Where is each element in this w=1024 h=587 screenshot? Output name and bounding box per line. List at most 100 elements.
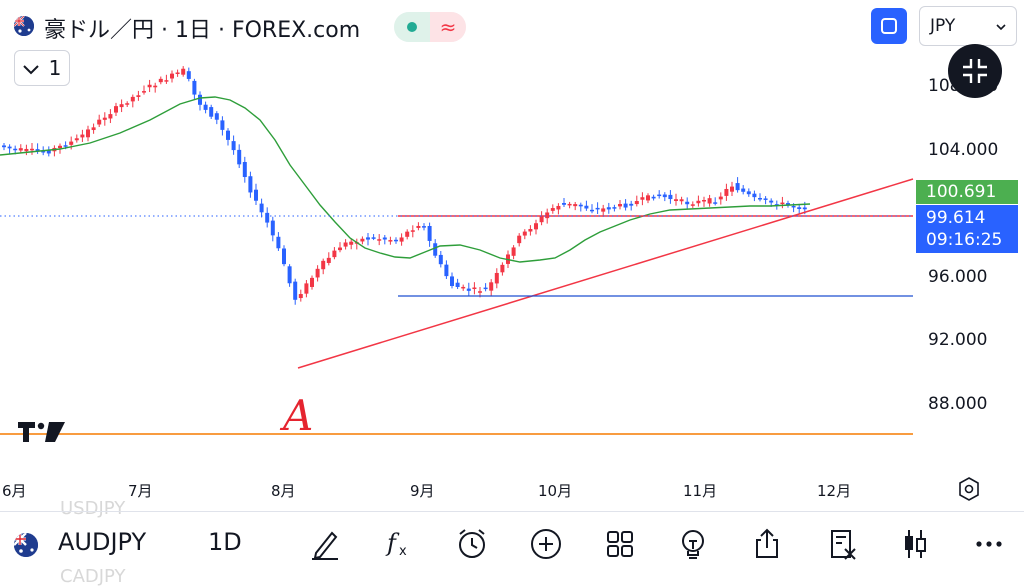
candle-body (287, 266, 292, 284)
candle-body (254, 189, 258, 201)
candle-body (158, 78, 163, 83)
price-axis-label: 96.000 (928, 267, 988, 287)
sync-button[interactable] (871, 8, 907, 44)
add-icon[interactable] (526, 524, 566, 564)
candle-body (444, 264, 449, 277)
layouts-icon[interactable] (600, 524, 640, 564)
currency-select[interactable]: JPY (919, 6, 1017, 46)
candle-body (270, 220, 275, 236)
candle-body (634, 201, 639, 205)
candle-body (338, 247, 342, 251)
australia-flag-icon (14, 533, 38, 557)
candle-body (214, 113, 219, 120)
candle-body (80, 134, 85, 138)
next-symbol-ghost: CADJPY (60, 566, 126, 587)
candle-body (735, 183, 740, 191)
candle-body (483, 287, 488, 290)
moving-average-line (0, 96, 811, 263)
candle-body (763, 198, 768, 200)
share-icon[interactable] (747, 524, 787, 564)
candle-body (231, 141, 236, 151)
candle-body (646, 195, 650, 201)
candle-body (674, 199, 678, 201)
candle-body (690, 204, 695, 206)
candle-body (786, 203, 790, 206)
previous-symbol-ghost: USDJPY (60, 498, 126, 519)
candle-body (612, 207, 617, 209)
currency-value: JPY (930, 16, 956, 36)
candle-body (405, 231, 410, 237)
candle-body (293, 281, 298, 300)
candle-body (461, 286, 466, 289)
indicator-symbol: ≈ (430, 12, 466, 42)
candle-body (539, 216, 544, 223)
annotation-label: A (279, 391, 313, 440)
price-axis-label: 92.000 (928, 330, 988, 350)
symbol-title[interactable]: 豪ドル／円 · 1日 · FOREX.com (44, 18, 361, 43)
candle-body (450, 276, 454, 287)
timeframe-button[interactable]: 1D (208, 528, 242, 556)
candle-body (108, 114, 113, 119)
candle-body (422, 226, 426, 228)
candle-body (500, 264, 505, 273)
chevron-down-icon (996, 16, 1006, 36)
candle-body (371, 237, 376, 239)
candle-body (758, 197, 762, 200)
candle-body (360, 238, 365, 242)
divider (0, 511, 1024, 512)
tradingview-logo (18, 422, 65, 442)
candle-body (466, 288, 471, 291)
candle-body (18, 148, 23, 151)
candle-body (119, 104, 124, 108)
candle-body (791, 205, 796, 208)
candle-body (192, 80, 197, 95)
indicator-toggle[interactable]: ≈ (394, 12, 466, 42)
candle-body (63, 145, 68, 147)
draw-icon[interactable] (305, 524, 345, 564)
candle-body (550, 208, 555, 211)
ideas-icon[interactable] (673, 524, 713, 564)
candle-body (746, 191, 751, 195)
trading-panel-icon[interactable] (822, 524, 862, 564)
exit-fullscreen-button[interactable] (948, 44, 1002, 98)
candle-body (226, 130, 230, 140)
candle-body (74, 138, 79, 141)
candle-body (707, 198, 712, 204)
more-icon[interactable] (969, 524, 1009, 564)
candle-body (7, 146, 12, 149)
price-chart[interactable]: A (0, 0, 1024, 510)
symbol-name[interactable]: AUDJPY (58, 528, 147, 556)
candle-body (455, 282, 460, 288)
candle-body (30, 148, 34, 151)
candle-body (237, 149, 242, 165)
candle-body (629, 203, 634, 206)
candle-body (534, 223, 538, 230)
alert-icon[interactable] (452, 524, 492, 564)
candle-body (489, 282, 494, 291)
candle-body (438, 254, 443, 265)
chart-type-icon[interactable] (895, 524, 935, 564)
candle-body (198, 94, 202, 105)
collapse-icon (963, 59, 987, 83)
indicator-count: 1 (48, 56, 62, 80)
candle-body (416, 225, 421, 228)
candle-body (578, 204, 583, 207)
candle-body (433, 243, 438, 256)
candle-body (130, 96, 135, 102)
candle-body (606, 207, 611, 210)
candles-group (2, 66, 807, 305)
candle-body (265, 212, 270, 223)
settings-icon[interactable] (956, 476, 982, 502)
candle-body (410, 230, 415, 232)
candle-body (618, 204, 622, 207)
collapse-indicators-button[interactable]: 1 (14, 50, 70, 86)
candle-body (315, 268, 320, 278)
australia-flag-icon (14, 16, 34, 36)
candle-body (97, 119, 102, 125)
candle-body (590, 209, 594, 212)
price-axis-label: 104.000 (928, 140, 999, 160)
candle-body (186, 71, 191, 79)
candle-body (2, 145, 6, 148)
candle-body (382, 237, 387, 240)
